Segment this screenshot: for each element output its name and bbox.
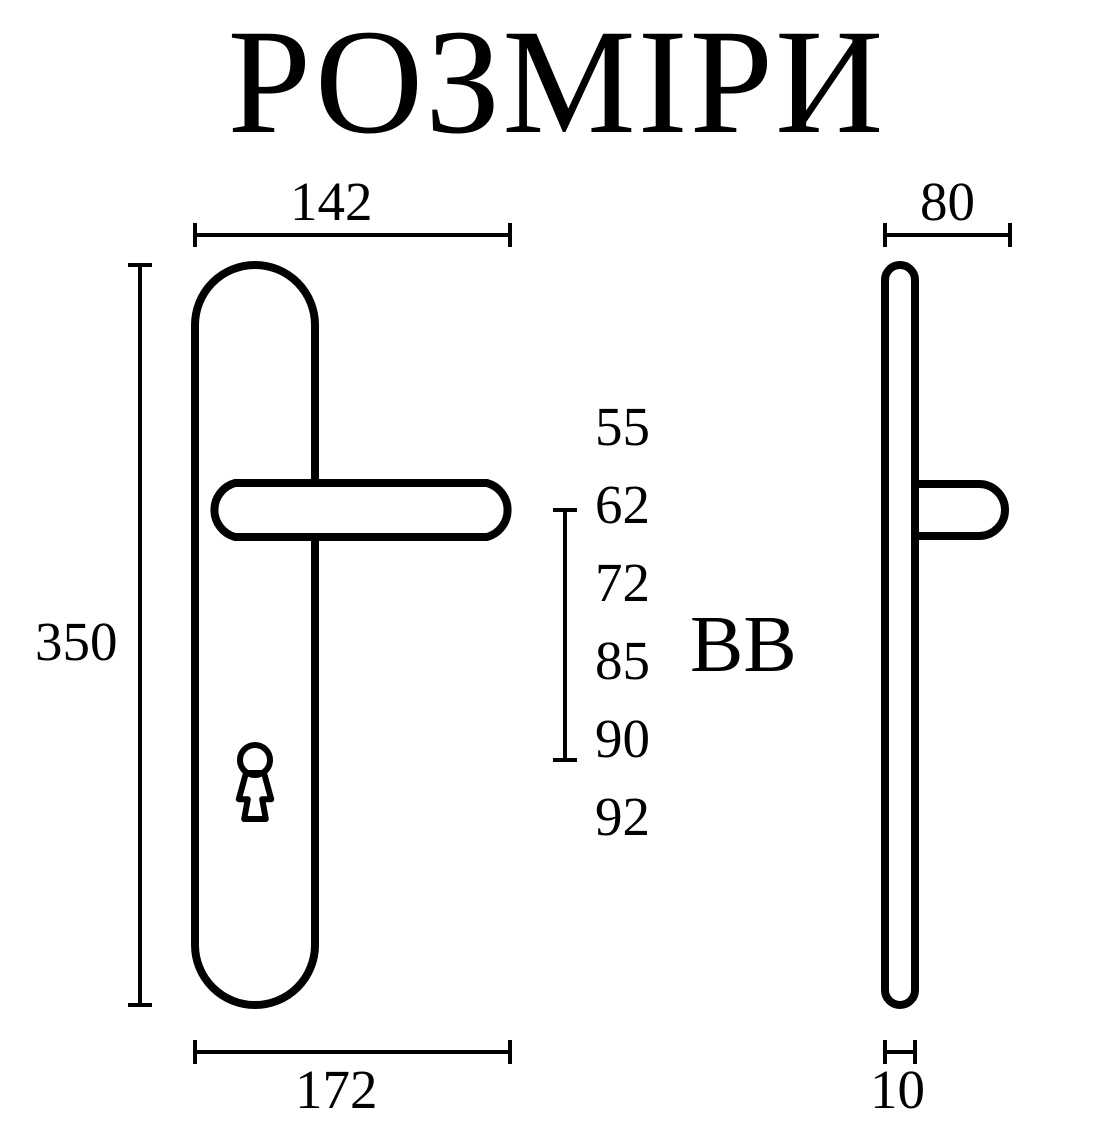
lock-type-label: BB [690,600,797,691]
dim-top-side: 80 [920,170,975,233]
spacing-value: 72 [595,551,650,614]
spacing-value: 90 [595,707,650,770]
technical-drawing [0,0,1113,1113]
spacing-value: 62 [595,473,650,536]
spacing-value: 85 [595,629,650,692]
dim-bottom-front: 172 [295,1058,378,1121]
spacing-value: 55 [595,395,650,458]
dim-bottom-side: 10 [870,1058,925,1121]
spacing-value: 92 [595,785,650,848]
dim-left-height: 350 [35,610,118,673]
dim-top-front: 142 [290,170,373,233]
diagram-canvas: РОЗМІРИ 142 172 350 80 10 556272859092 B… [0,0,1113,1113]
